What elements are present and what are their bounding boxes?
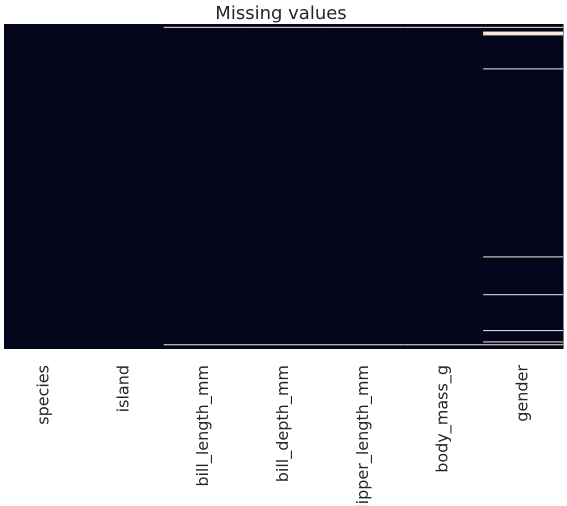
x-tick-label-island: island: [113, 365, 132, 412]
missing-cell-bill_length_mm-3: [163, 26, 244, 28]
heatmap-column-bill_length_mm: [163, 24, 245, 349]
chart-title: Missing values: [215, 3, 346, 24]
missing-cell-gender-8: [483, 31, 563, 33]
missing-cell-bill_depth_mm-339: [243, 344, 324, 346]
missing-cell-gender-11: [483, 34, 563, 36]
x-tick-label-species: species: [33, 365, 52, 425]
heatmap-column-body_mass_g: [403, 24, 484, 349]
missing-cell-gender-339: [483, 344, 563, 346]
missing-cell-flipper_length_mm-3: [323, 26, 404, 28]
missing-cell-body_mass_g-3: [403, 26, 484, 28]
missing-cell-gender-3: [483, 26, 563, 28]
missing-cell-body_mass_g-339: [403, 344, 484, 346]
heatmap-column-species: [4, 24, 85, 349]
missing-cell-bill_length_mm-339: [163, 344, 244, 346]
missing-cell-gender-324: [483, 330, 563, 332]
missing-cell-gender-246: [483, 256, 563, 258]
x-tick-label-bill_depth_mm: bill_depth_mm: [273, 365, 293, 482]
missing-cell-bill_depth_mm-3: [243, 26, 324, 28]
x-tick-label-bill_length_mm: bill_length_mm: [193, 365, 213, 487]
heatmap-column-island: [83, 24, 165, 349]
missing-cell-flipper_length_mm-339: [323, 344, 404, 346]
x-tick-label-body_mass_g: body_mass_g: [433, 365, 453, 473]
heatmap-column-flipper_length_mm: [323, 24, 404, 349]
heatmap-cells: [4, 24, 564, 349]
x-tick-labels: species island bill_length_mm bill_depth_mm…: [33, 365, 531, 506]
missing-cell-gender-10: [483, 33, 563, 35]
heatmap-column-bill_depth_mm: [243, 24, 324, 349]
missing-cell-gender-9: [483, 32, 563, 34]
missing-cell-gender-47: [483, 68, 563, 70]
x-tick-label-gender: gender: [513, 365, 532, 422]
heatmap-column-gender: [483, 24, 564, 349]
x-tick-label-flipper_length_mm: flipper_length_mm: [353, 365, 373, 506]
missing-cell-gender-336: [483, 341, 563, 343]
missing-cell-gender-286: [483, 294, 563, 296]
